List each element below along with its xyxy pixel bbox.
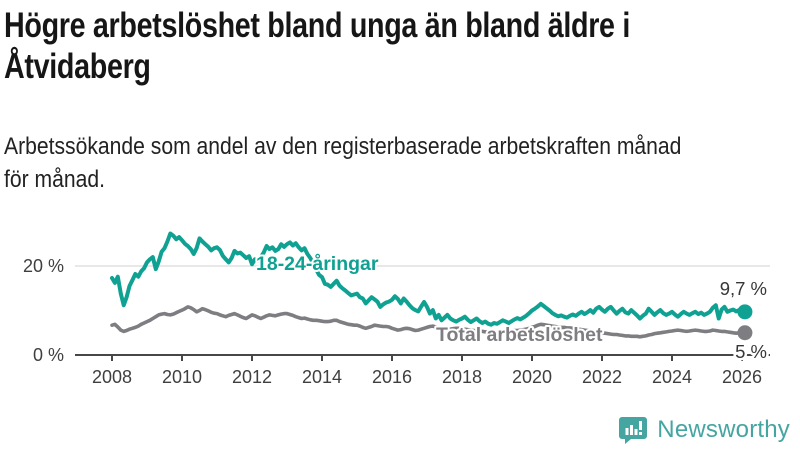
x-tick-label: 2020 [512, 367, 552, 387]
youth-series-line [110, 231, 747, 327]
newsworthy-logo: Newsworthy [618, 415, 790, 445]
total-end-dot [737, 325, 753, 341]
x-tick-label: 2012 [232, 367, 272, 387]
x-tick-label: 2008 [92, 367, 132, 387]
y-tick-label: 20 % [23, 256, 64, 276]
youth-series-label: 18-24-åringar [256, 252, 379, 275]
line-chart: 2008 2010 2012 2014 2016 2018 2020 2022 2024 2026… [0, 208, 800, 400]
brand-name: Newsworthy [657, 416, 790, 443]
page-title: Högre arbetslöshet bland unga än bland ä… [4, 6, 630, 86]
x-tick-label: 2024 [652, 367, 692, 387]
exclamation-stem [639, 421, 643, 430]
bar-2 [630, 425, 634, 435]
x-tick-label: 2022 [582, 367, 622, 387]
x-tick-label: 2014 [302, 367, 342, 387]
x-tick-label: 2010 [162, 367, 202, 387]
youth-end-value-label: 9,7 % [720, 278, 767, 299]
total-series-label: Total arbetslöshet [436, 324, 603, 346]
total-series-line [110, 305, 747, 339]
y-tick-label: 0 % [33, 345, 64, 365]
newsworthy-logo-icon [619, 417, 648, 444]
x-tick-label: 2026 [722, 367, 762, 387]
bar-1 [625, 428, 629, 435]
page-subtitle: Arbetssökande som andel av den registerb… [4, 133, 682, 194]
youth-end-dot [737, 304, 753, 320]
unemployment-chart-svg: 2008 2010 2012 2014 2016 2018 2020 2022 2024 2026… [23, 231, 770, 387]
x-tick-label: 2016 [372, 367, 412, 387]
total-end-value-label: 5 % [735, 341, 767, 362]
x-tick-label: 2018 [442, 367, 482, 387]
bar-3 [634, 429, 638, 435]
exclamation-dot [639, 432, 643, 435]
